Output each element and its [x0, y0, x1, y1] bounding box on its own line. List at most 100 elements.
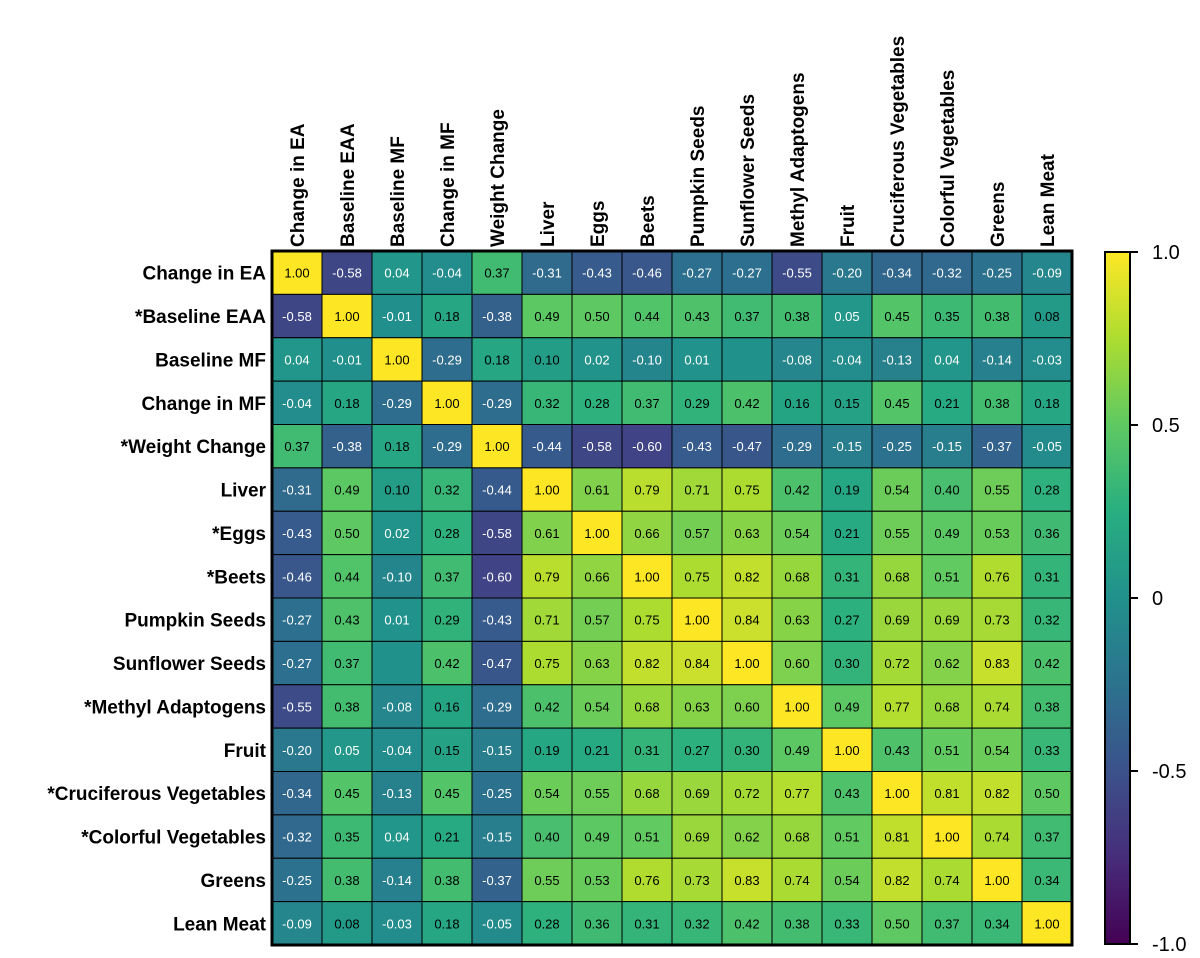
heatmap-cell [321, 554, 373, 599]
cell-value-label: 0.18 [1034, 396, 1059, 411]
cell-value-label: 0.79 [534, 569, 559, 584]
cell-value-label: 0.74 [934, 873, 959, 888]
heatmap-cell [921, 424, 973, 469]
cell-value-label: 0.18 [384, 439, 409, 454]
heatmap-cell [271, 814, 323, 859]
heatmap-cell [821, 771, 873, 816]
row-label: Change in EA [142, 264, 266, 285]
cell-value-label: -0.47 [732, 439, 762, 454]
cell-value-label: 0.44 [634, 309, 659, 324]
cell-value-label: -0.25 [882, 439, 912, 454]
heatmap-cell [321, 814, 373, 859]
cell-value-label: 0.21 [584, 743, 609, 758]
cell-value-label: 0.68 [784, 830, 809, 845]
cell-value-label: 0.61 [534, 526, 559, 541]
cell-value-label: 0.61 [584, 483, 609, 498]
heatmap-cell [1021, 424, 1073, 469]
heatmap-cell [471, 771, 523, 816]
cell-value-label: -0.37 [482, 873, 512, 888]
cell-value-label: 0.16 [434, 699, 459, 714]
cell-value-label: 0.81 [934, 786, 959, 801]
cell-value-label: 0.33 [1034, 743, 1059, 758]
cell-value-label: -0.14 [382, 873, 412, 888]
cell-value-label: 0.76 [984, 569, 1009, 584]
cell-value-label: -0.14 [982, 352, 1012, 367]
cell-value-label: 0.79 [634, 483, 659, 498]
cell-value-label: 0.45 [884, 309, 909, 324]
cell-value-label: 0.60 [734, 699, 759, 714]
heatmap-cell [371, 857, 423, 903]
cell-value-label: 0.68 [634, 786, 659, 801]
cell-value-label: 0.53 [584, 873, 609, 888]
heatmap-cell [421, 467, 473, 512]
column-label: Beets [638, 195, 659, 247]
heatmap-cell [871, 554, 923, 599]
cell-value-label: 0.49 [784, 743, 809, 758]
heatmap-cell [821, 380, 873, 425]
cell-value-label: 0.55 [534, 873, 559, 888]
heatmap-cell [671, 380, 723, 425]
cell-value-label: 0.82 [884, 873, 909, 888]
cell-value-label: 0.02 [584, 352, 609, 367]
heatmap-cell [271, 597, 323, 642]
cell-value-label: 0.28 [1034, 483, 1059, 498]
heatmap-cell [721, 424, 773, 469]
heatmap-cell [271, 424, 323, 469]
heatmap-cell [971, 727, 1023, 772]
cell-value-label: -0.29 [482, 396, 512, 411]
cell-value-label: 1.00 [284, 266, 309, 281]
cell-value-label: -0.58 [282, 309, 312, 324]
column-label: Baseline MF [388, 136, 409, 247]
cell-value-label: -0.46 [282, 569, 312, 584]
heatmap-cell [871, 901, 923, 946]
cell-value-label: 0.63 [734, 526, 759, 541]
cell-value-label: -0.58 [332, 266, 362, 281]
cell-value-label: 0.34 [1034, 873, 1059, 888]
heatmap-cell [321, 684, 373, 729]
cell-value-label: 0.38 [784, 309, 809, 324]
cell-value-label: 0.55 [884, 526, 909, 541]
heatmap-cell [821, 510, 873, 556]
heatmap-cell [471, 640, 523, 686]
cell-value-label: -0.55 [282, 699, 312, 714]
cell-value-label: 0.18 [484, 352, 509, 367]
cell-value-label: -0.29 [782, 439, 812, 454]
column-label: Eggs [588, 201, 609, 247]
cell-value-label: 0.72 [884, 656, 909, 671]
heatmap-cell [521, 380, 573, 425]
cell-value-label: -0.04 [432, 266, 462, 281]
cell-value-label: 0.01 [384, 613, 409, 628]
cell-value-label: -0.27 [682, 266, 712, 281]
cell-value-label: 0.37 [434, 569, 459, 584]
heatmap-cell [671, 901, 723, 946]
cell-value-label: 0.32 [1034, 613, 1059, 628]
cell-value-label: 0.51 [634, 830, 659, 845]
heatmap-cell [971, 337, 1023, 382]
heatmap-cell [271, 771, 323, 816]
cell-value-label: 0.54 [534, 786, 559, 801]
cell-value-label: 0.68 [884, 569, 909, 584]
heatmap-cells: 1.00 -0.58 0.04 -0.04 0.37 -0.31 -0.43 -0.46 -0.… [271, 250, 1073, 946]
cell-value-label: 0.73 [684, 873, 709, 888]
heatmap-cell [621, 727, 673, 772]
cell-value-label: 0.69 [684, 830, 709, 845]
cell-value-label: 0.57 [584, 613, 609, 628]
heatmap-cell [471, 597, 523, 642]
cell-value-label: 0.62 [934, 656, 959, 671]
cell-value-label: 0.51 [934, 743, 959, 758]
heatmap-cell [821, 901, 873, 946]
cell-value-label: -0.15 [482, 830, 512, 845]
cell-value-label: 0.37 [934, 916, 959, 931]
heatmap-cell [721, 510, 773, 556]
cell-value-label: 0.35 [934, 309, 959, 324]
cell-value-label: -0.38 [482, 309, 512, 324]
heatmap-cell [321, 640, 373, 686]
cell-value-label: 0.28 [534, 916, 559, 931]
row-label: Liver [221, 481, 267, 502]
heatmap-cell [771, 597, 823, 642]
cell-value-label: -0.34 [282, 786, 312, 801]
cell-value-label: 0.84 [684, 656, 709, 671]
heatmap-cell [821, 293, 873, 339]
cell-value-label: 0.38 [334, 699, 359, 714]
